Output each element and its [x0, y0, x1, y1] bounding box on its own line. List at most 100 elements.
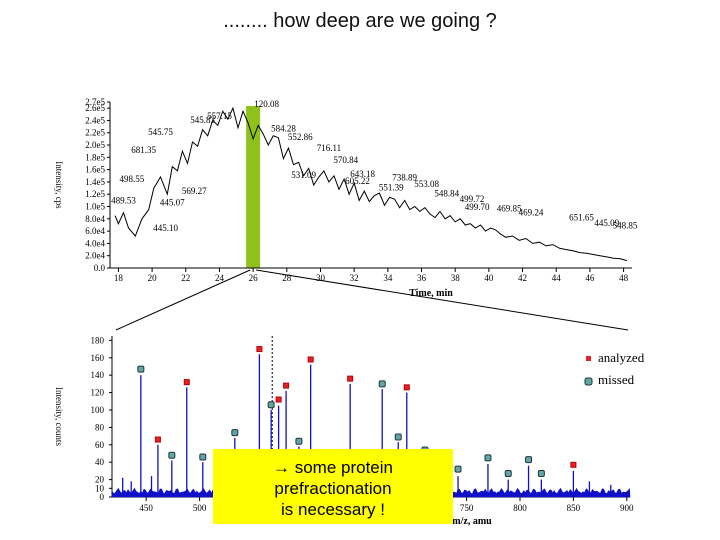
missed-marker	[295, 437, 303, 445]
analyzed-marker	[307, 356, 314, 363]
peak-label: 445.09	[594, 218, 619, 228]
peak-label: 552.86	[288, 132, 313, 142]
upper-x-tick-label: 42	[518, 273, 527, 283]
upper-y-axis-label: Intensity, cps	[54, 161, 64, 209]
upper-x-tick-label: 46	[585, 273, 595, 283]
callout-line-2: prefractionation	[274, 479, 392, 498]
lower-y-tick-label: 0	[100, 492, 105, 502]
upper-trace	[114, 106, 628, 262]
upper-x-tick-label: 34	[383, 273, 393, 283]
lower-x-tick-label: 500	[193, 503, 207, 513]
upper-y-tick-label: 1.6e5	[85, 165, 105, 175]
peak-label: 553.08	[414, 179, 439, 189]
missed-marker	[484, 454, 492, 462]
analyzed-marker	[283, 382, 290, 389]
analyzed-marker	[256, 346, 263, 353]
lower-y-tick-label: 20	[95, 475, 105, 485]
highlight-band	[246, 106, 261, 268]
peak-label: 445.07	[160, 197, 185, 207]
upper-x-tick-label: 20	[148, 273, 158, 283]
lower-y-tick-label: 40	[95, 457, 105, 467]
legend-label: missed	[598, 372, 635, 387]
peak-label: 499.70	[465, 202, 490, 212]
zoom-line-left	[115, 269, 251, 331]
peak-label: 643.18	[350, 169, 375, 179]
upper-y-tick-label: 1.8e5	[85, 152, 105, 162]
peak-label: 584.28	[271, 124, 296, 134]
legend-missed-marker	[584, 377, 593, 386]
peak-label: 120.08	[254, 99, 279, 109]
zoom-line-right	[256, 269, 629, 331]
peak-label: 570.84	[333, 155, 358, 165]
upper-x-tick-label: 48	[619, 273, 629, 283]
lower-y-tick-label: 80	[95, 422, 105, 432]
lower-y-tick-label: 120	[91, 388, 105, 398]
analyzed-marker	[570, 461, 577, 468]
upper-y-tick-label: 1.2e5	[85, 189, 105, 199]
peak-label: 499.72	[460, 194, 485, 204]
upper-y-tick-label: 1.4e5	[85, 177, 105, 187]
missed-marker	[199, 453, 207, 461]
lower-y-tick-label: 10	[95, 483, 105, 493]
peak-label: 545.75	[148, 127, 173, 137]
lower-x-axis-label: m/z, amu	[452, 516, 492, 527]
analyzed-marker	[154, 436, 161, 443]
peak-label: 545.83	[190, 115, 215, 125]
peak-label: 548.84	[434, 189, 459, 199]
upper-x-axis-label: Time, min	[409, 288, 453, 299]
missed-marker	[267, 401, 275, 409]
peak-label: 738.89	[392, 173, 417, 183]
upper-y-tick-label: 2.2e5	[85, 128, 105, 138]
lower-x-tick-label: 900	[620, 503, 634, 513]
peak-label: 469.24	[519, 208, 544, 218]
callout-line-1: → some protein	[273, 458, 393, 477]
missed-marker	[168, 451, 176, 459]
lower-y-tick-label: 100	[91, 405, 105, 415]
lower-x-tick-label: 450	[139, 503, 153, 513]
peak-label: 569.27	[182, 186, 207, 196]
lower-y-tick-label: 60	[95, 440, 105, 450]
upper-y-tick-label: 8.0e4	[85, 214, 105, 224]
upper-y-tick-label: 0.0	[94, 263, 106, 273]
peak-label: 548.85	[613, 221, 638, 231]
peak-label: 557.15	[207, 111, 232, 121]
missed-marker	[137, 365, 145, 373]
missed-marker	[378, 380, 386, 388]
upper-x-tick-label: 18	[114, 273, 124, 283]
lower-x-tick-label: 750	[460, 503, 474, 513]
missed-marker	[525, 456, 533, 464]
analyzed-marker	[275, 396, 282, 403]
missed-marker	[537, 470, 545, 478]
upper-y-tick-label: 2.7e5	[85, 97, 105, 107]
upper-x-tick-label: 40	[484, 273, 494, 283]
lower-y-tick-label: 180	[91, 335, 105, 345]
upper-x-tick-label: 32	[350, 273, 359, 283]
lower-y-axis-label: Intensity, counts	[54, 387, 64, 446]
missed-marker	[454, 465, 462, 473]
lower-y-tick-label: 140	[91, 370, 105, 380]
missed-marker	[504, 470, 512, 478]
callout-box: → some protein prefractionation is neces…	[213, 449, 453, 524]
analyzed-marker	[347, 375, 354, 382]
peak-label: 489.53	[111, 195, 136, 205]
upper-x-tick-label: 22	[181, 273, 190, 283]
peak-label: 469.85	[497, 203, 522, 213]
missed-marker	[231, 429, 239, 437]
analyzed-marker	[403, 384, 410, 391]
legend-label: analyzed	[598, 350, 645, 365]
peak-label: 716.11	[317, 143, 341, 153]
lower-y-tick-label: 160	[91, 353, 105, 363]
upper-y-tick-label: 2.0e5	[85, 140, 105, 150]
upper-x-tick-label: 24	[215, 273, 225, 283]
slide-title: ........ how deep are we going ?	[223, 10, 497, 32]
upper-x-tick-label: 30	[316, 273, 326, 283]
upper-y-tick-label: 2.4e5	[85, 115, 105, 125]
peak-label: 651.65	[569, 213, 594, 223]
upper-x-tick-label: 26	[249, 273, 259, 283]
peak-label: 681.35	[131, 145, 156, 155]
lower-x-tick-label: 850	[567, 503, 581, 513]
analyzed-marker	[183, 379, 190, 386]
upper-x-tick-label: 28	[282, 273, 292, 283]
upper-x-tick-label: 44	[552, 273, 562, 283]
peak-label: 498.55	[120, 174, 145, 184]
